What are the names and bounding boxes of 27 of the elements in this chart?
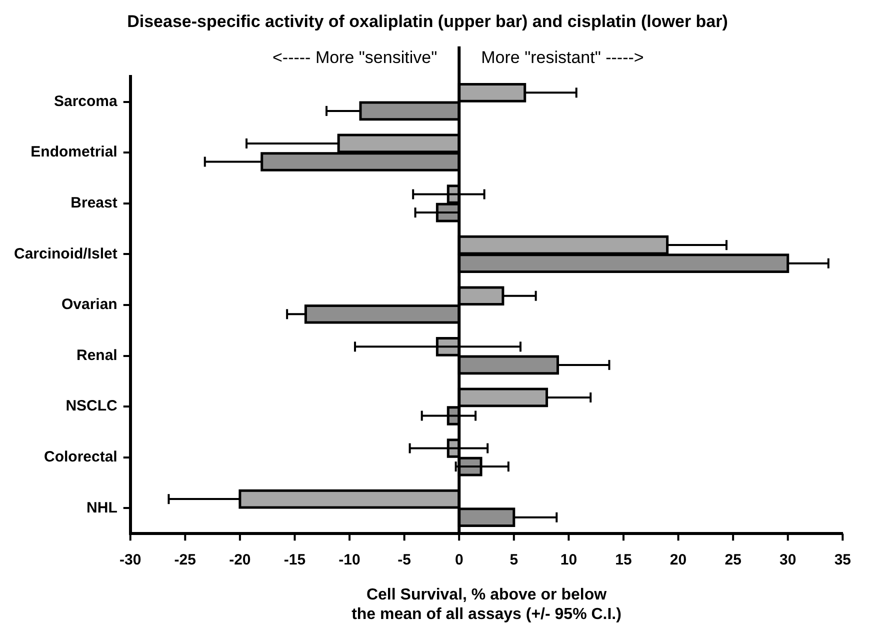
y-tick-label: Renal <box>76 346 118 364</box>
x-tick-label: 5 <box>510 552 518 569</box>
x-tick-label: 10 <box>560 552 578 569</box>
y-tick-label: Breast <box>70 194 118 212</box>
x-tick-label: 25 <box>724 552 742 569</box>
annotation: <----- More "sensitive" <box>272 48 438 68</box>
chart-title: Disease-specific activity of oxaliplatin (upper bar) and cisplatin (lower bar) <box>127 12 728 31</box>
y-tick-label: NHL <box>86 499 118 516</box>
y-tick-label: Sarcoma <box>54 92 118 110</box>
x-tick-label: -5 <box>398 552 411 569</box>
x-tick-label: -15 <box>284 552 306 569</box>
y-tick-label: NSCLC <box>66 398 118 415</box>
x-tick-label: -30 <box>120 552 142 569</box>
x-tick-label: 0 <box>454 552 464 569</box>
x-tick-label: -25 <box>174 552 196 569</box>
y-tick-label: Ovarian <box>61 296 118 314</box>
y-tick-label: Carcinoid/Islet <box>14 245 118 262</box>
y-tick-label: Endometrial <box>30 144 118 161</box>
annotation: More "resistant" -----> <box>481 48 644 68</box>
x-axis-title: Cell Survival, % above or below the mean of all assays (+/- 95% C.I.) <box>352 586 622 623</box>
x-tick-label: -20 <box>229 552 251 569</box>
x-tick-label: 20 <box>670 552 687 569</box>
x-tick-label: -10 <box>338 552 360 569</box>
x-tick-label: 35 <box>834 552 851 569</box>
y-tick-label: Colorectal <box>44 448 118 466</box>
x-tick-label: 30 <box>780 552 796 569</box>
x-tick-label: 15 <box>615 552 632 569</box>
